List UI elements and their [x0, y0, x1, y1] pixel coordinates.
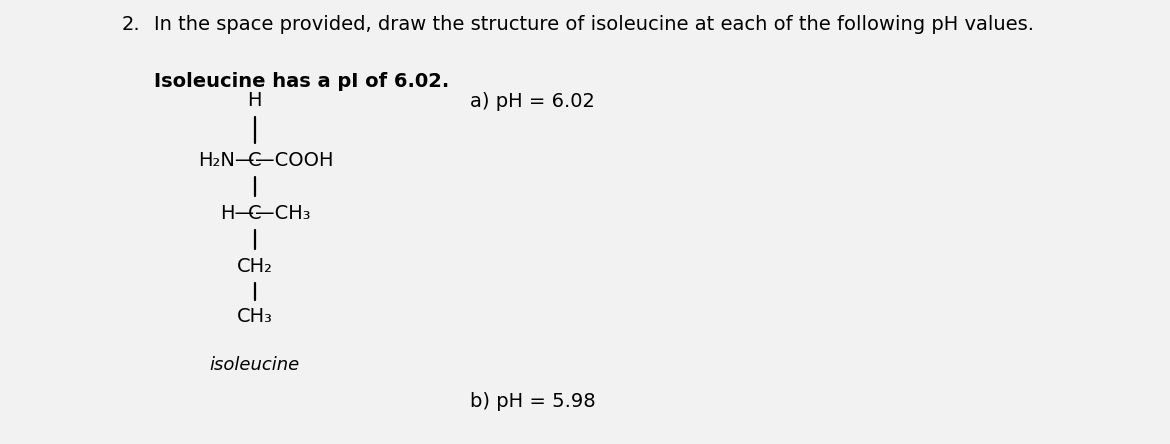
Text: a) pH = 6.02: a) pH = 6.02 [469, 92, 594, 111]
Text: 2.: 2. [122, 15, 140, 34]
Text: H—: H— [221, 204, 255, 223]
Text: C: C [248, 151, 262, 170]
Text: C: C [248, 204, 262, 223]
Text: isoleucine: isoleucine [209, 357, 300, 374]
Text: H: H [247, 91, 262, 110]
Text: —CH₃: —CH₃ [255, 204, 310, 223]
Text: b) pH = 5.98: b) pH = 5.98 [469, 392, 596, 411]
Text: Isoleucine has a pI of 6.02.: Isoleucine has a pI of 6.02. [153, 72, 449, 91]
Text: In the space provided, draw the structure of isoleucine at each of the following: In the space provided, draw the structur… [153, 15, 1033, 34]
Text: H₂N—: H₂N— [198, 151, 255, 170]
Text: CH₃: CH₃ [236, 307, 273, 326]
Text: —COOH: —COOH [255, 151, 333, 170]
Text: CH₂: CH₂ [236, 257, 273, 276]
